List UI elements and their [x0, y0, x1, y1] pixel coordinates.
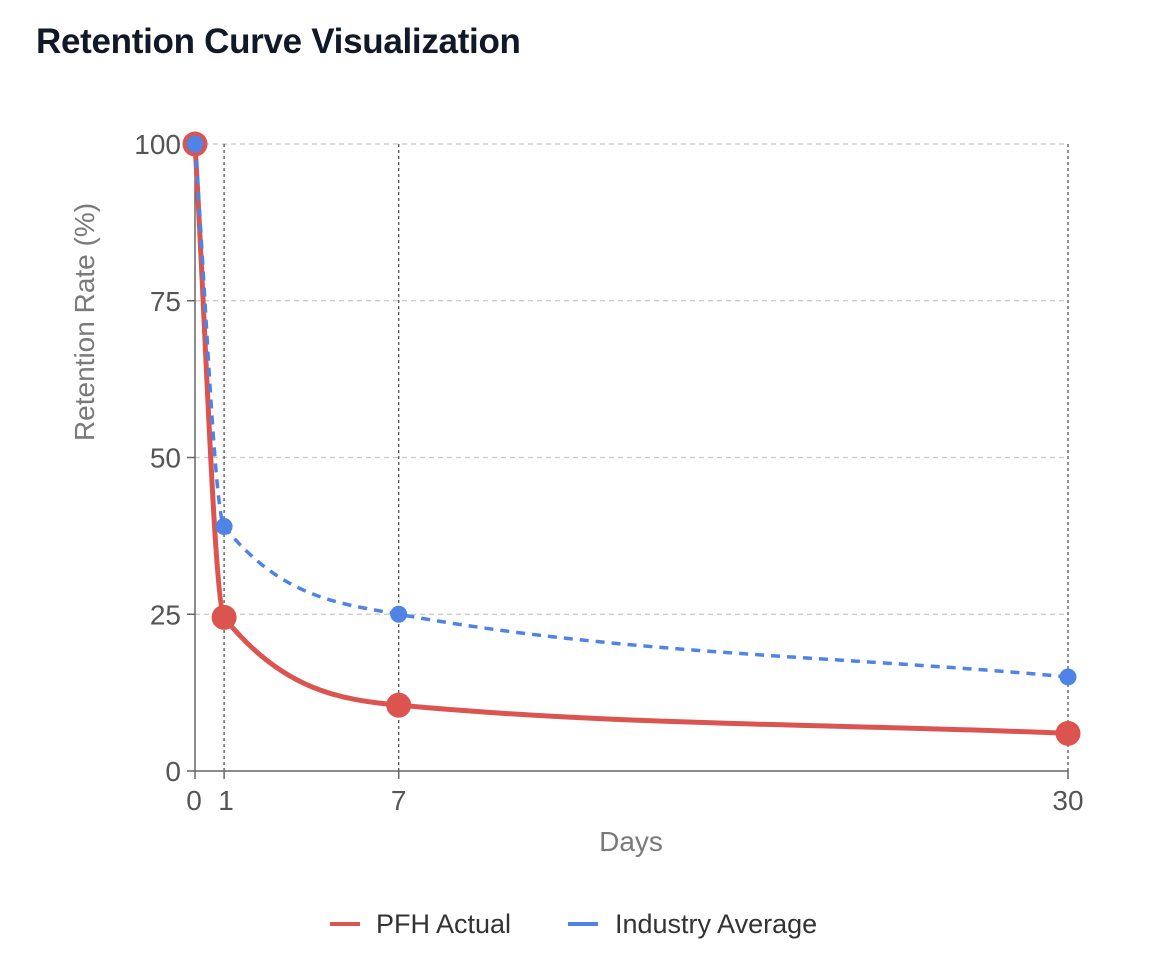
- grid-lines: [195, 143, 1069, 771]
- y-tick-label-0: 0: [165, 756, 181, 787]
- data-point-pfh-actual-day-7[interactable]: [386, 692, 412, 718]
- legend-item-pfh-actual[interactable]: PFH Actual: [330, 909, 511, 939]
- data-point-industry-average-day-30[interactable]: [1059, 668, 1077, 686]
- series-layer: [182, 131, 1081, 746]
- data-point-industry-average-day-7[interactable]: [390, 605, 408, 623]
- data-point-industry-average-day-1[interactable]: [215, 517, 233, 535]
- legend-label-industry-average: Industry Average: [615, 909, 817, 939]
- x-tick-label-30: 30: [1052, 785, 1083, 816]
- y-tick-label-100: 100: [134, 129, 181, 160]
- y-tick-label-50: 50: [150, 443, 181, 474]
- series-line-pfh-actual: [192, 141, 1071, 736]
- chart-title: Retention Curve Visualization: [36, 22, 521, 61]
- y-tick-label-25: 25: [150, 599, 181, 630]
- data-point-pfh-actual-day-1[interactable]: [211, 604, 237, 630]
- x-tick-label-1: 1: [218, 785, 234, 816]
- x-tick-label-7: 7: [391, 785, 407, 816]
- y-axis-label: Retention Rate (%): [69, 203, 100, 441]
- legend-item-industry-average[interactable]: Industry Average: [568, 909, 817, 939]
- x-axis-label: Days: [599, 826, 663, 857]
- axes: [187, 143, 1069, 779]
- legend-label-pfh-actual: PFH Actual: [376, 909, 511, 939]
- x-tick-label-0: 0: [186, 785, 202, 816]
- data-point-pfh-actual-day-30[interactable]: [1055, 720, 1081, 746]
- series-line-industry-average: [193, 143, 1069, 679]
- y-tick-label-75: 75: [150, 286, 181, 317]
- legend: PFH Actual Industry Average: [330, 909, 817, 939]
- data-point-industry-average-day-0[interactable]: [186, 135, 204, 153]
